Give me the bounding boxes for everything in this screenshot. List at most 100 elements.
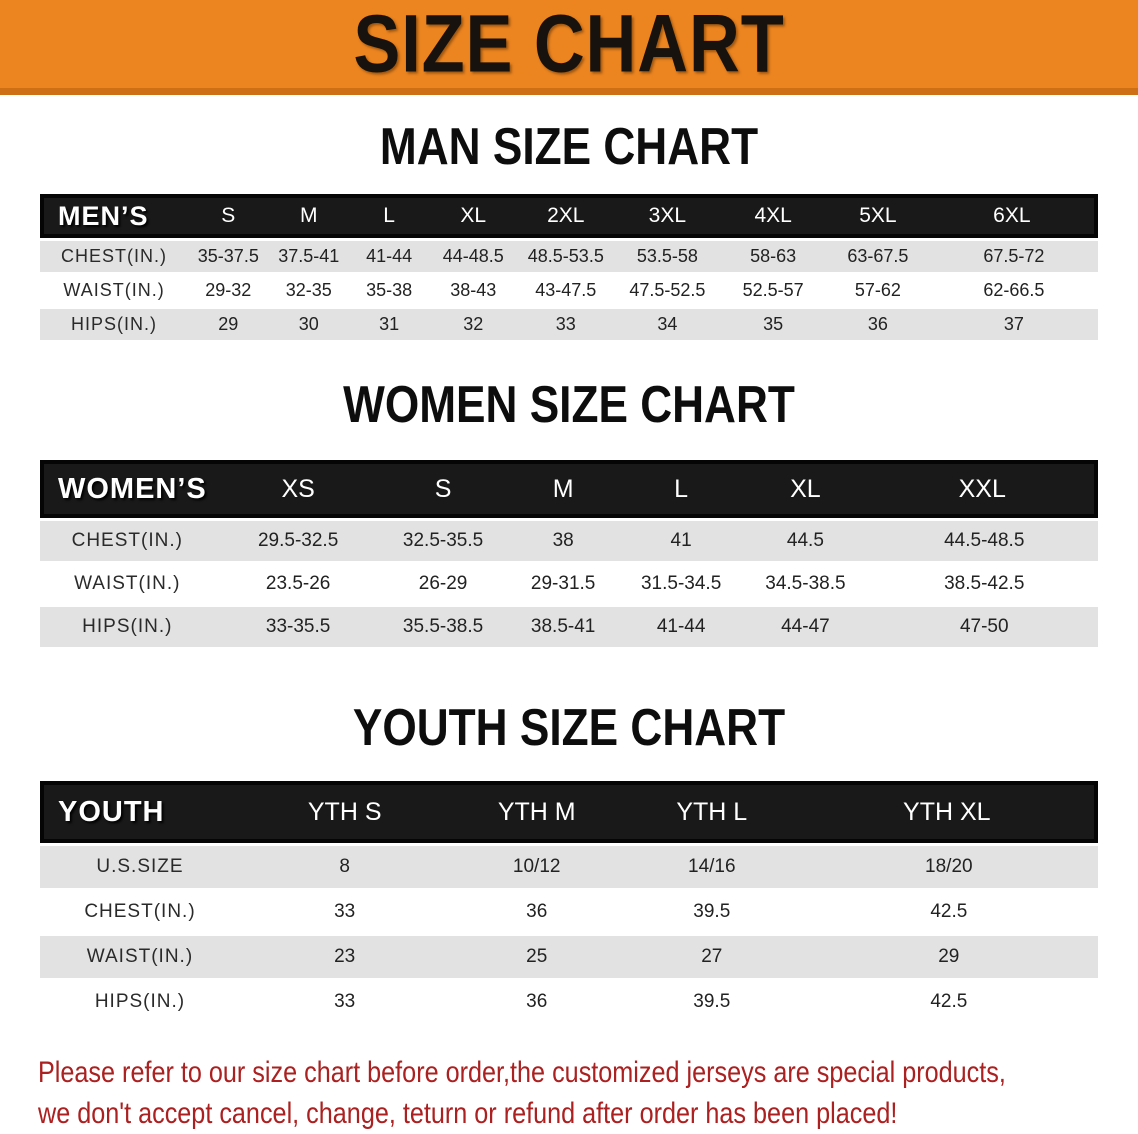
cell-value: 27 [623,936,800,978]
row-label: CHEST(IN.) [40,241,189,272]
cell-value: 41 [621,521,741,561]
cell-value: 25 [449,936,624,978]
column-header: XXL [870,460,1098,518]
row-label: CHEST(IN.) [40,891,240,933]
row-label: WAIST(IN.) [40,936,240,978]
cell-value: 58-63 [720,241,827,272]
cell-value: 41-44 [348,241,430,272]
size-table: MEN’S S M L XL 2XL 3XL 4XL 5XL 6XL CHEST(IN.) 35-3… [40,191,1098,343]
cell-value: 53.5-58 [614,241,721,272]
notice-line-2: we don't accept cancel, change, teturn o… [38,1097,898,1130]
table-row: CHEST(IN.) 35-37.5 37.5-41 41-44 44-48.5 48.5… [40,241,1098,272]
cell-value: 44-47 [740,607,871,647]
men-group-label: MEN’S [40,194,189,238]
cell-value: 29 [188,309,269,340]
cell-value: 29-32 [188,275,269,306]
cell-value: 10/12 [449,846,624,888]
column-header: M [268,194,349,238]
cell-value: 38.5-41 [504,607,622,647]
cell-value: 26-29 [381,564,505,604]
cell-value: 35-37.5 [188,241,269,272]
column-header: M [504,460,622,518]
cell-value: 33-35.5 [214,607,382,647]
cell-value: 57-62 [826,275,930,306]
cell-value: 32 [429,309,518,340]
cell-value: 34.5-38.5 [740,564,871,604]
section-women: WOMEN SIZE CHART WOMEN’S XS S M L XL XXL CHEST… [40,379,1098,650]
cell-value: 33 [239,891,450,933]
column-header: XS [214,460,382,518]
cell-value: 52.5-57 [720,275,827,306]
row-label: WAIST(IN.) [40,564,215,604]
cell-value: 41-44 [621,607,741,647]
section-youth: YOUTH SIZE CHART YOUTH YTH S YTH M YTH L YTH… [40,702,1098,1026]
table-row: WAIST(IN.) 23 25 27 29 [40,936,1098,978]
table-row: CHEST(IN.) 29.5-32.5 32.5-35.5 38 41 44.5 44.5… [40,521,1098,561]
youth-group-label: YOUTH [40,781,240,843]
column-header: L [621,460,741,518]
cell-value: 44.5-48.5 [870,521,1098,561]
page-title: SIZE CHART [353,0,785,89]
cell-value: 14/16 [623,846,800,888]
row-label: U.S.SIZE [40,846,240,888]
cell-value: 39.5 [623,891,800,933]
cell-value: 23.5-26 [214,564,382,604]
cell-value: 47-50 [870,607,1098,647]
cell-value: 32.5-35.5 [381,521,505,561]
cell-value: 36 [449,891,624,933]
column-header: 6XL [929,194,1098,238]
column-header: 4XL [720,194,827,238]
row-label: HIPS(IN.) [40,981,240,1023]
banner: SIZE CHART [0,0,1138,95]
section-title: MAN SIZE CHART [379,118,759,176]
column-header: 2XL [517,194,615,238]
cell-value: 29-31.5 [504,564,622,604]
section-title: YOUTH SIZE CHART [352,699,786,757]
cell-value: 29 [799,936,1098,978]
cell-value: 38-43 [429,275,518,306]
size-table: WOMEN’S XS S M L XL XXL CHEST(IN.) 29.5-32.5 32.… [40,457,1098,650]
cell-value: 44.5 [740,521,871,561]
cell-value: 35 [720,309,827,340]
cell-value: 44-48.5 [429,241,518,272]
column-header: S [381,460,505,518]
table-row: HIPS(IN.) 33 36 39.5 42.5 [40,981,1098,1023]
table-header-row: MEN’S S M L XL 2XL 3XL 4XL 5XL 6XL [40,194,1098,238]
cell-value: 47.5-52.5 [614,275,721,306]
table-row: WAIST(IN.) 29-32 32-35 35-38 38-43 43-47.5 47.… [40,275,1098,306]
column-header: 5XL [826,194,930,238]
row-label: HIPS(IN.) [40,309,189,340]
column-header: L [348,194,430,238]
cell-value: 38.5-42.5 [870,564,1098,604]
notice-line-1: Please refer to our size chart before or… [38,1056,1006,1089]
cell-value: 35.5-38.5 [381,607,505,647]
column-header: YTH S [239,781,450,843]
column-header: YTH L [623,781,800,843]
column-header: XL [740,460,871,518]
cell-value: 35-38 [348,275,430,306]
cell-value: 8 [239,846,450,888]
cell-value: 42.5 [799,891,1098,933]
cell-value: 67.5-72 [929,241,1098,272]
cell-value: 31 [348,309,430,340]
column-header: XL [429,194,518,238]
row-label: WAIST(IN.) [40,275,189,306]
cell-value: 43-47.5 [517,275,615,306]
cell-value: 48.5-53.5 [517,241,615,272]
table-row: HIPS(IN.) 29 30 31 32 33 34 35 36 37 [40,309,1098,340]
table-row: HIPS(IN.) 33-35.5 35.5-38.5 38.5-41 41-44 44-… [40,607,1098,647]
table-header-row: YOUTH YTH S YTH M YTH L YTH XL [40,781,1098,843]
cell-value: 32-35 [268,275,349,306]
cell-value: 33 [239,981,450,1023]
section-title: WOMEN SIZE CHART [343,376,795,434]
cell-value: 29.5-32.5 [214,521,382,561]
table-row: U.S.SIZE 8 10/12 14/16 18/20 [40,846,1098,888]
cell-value: 42.5 [799,981,1098,1023]
column-header: 3XL [614,194,721,238]
cell-value: 23 [239,936,450,978]
cell-value: 18/20 [799,846,1098,888]
cell-value: 62-66.5 [929,275,1098,306]
sections-container: MAN SIZE CHART MEN’S S M L XL 2XL 3XL 4XL 5XL 6XL… [0,121,1138,1026]
women-group-label: WOMEN’S [40,460,215,518]
